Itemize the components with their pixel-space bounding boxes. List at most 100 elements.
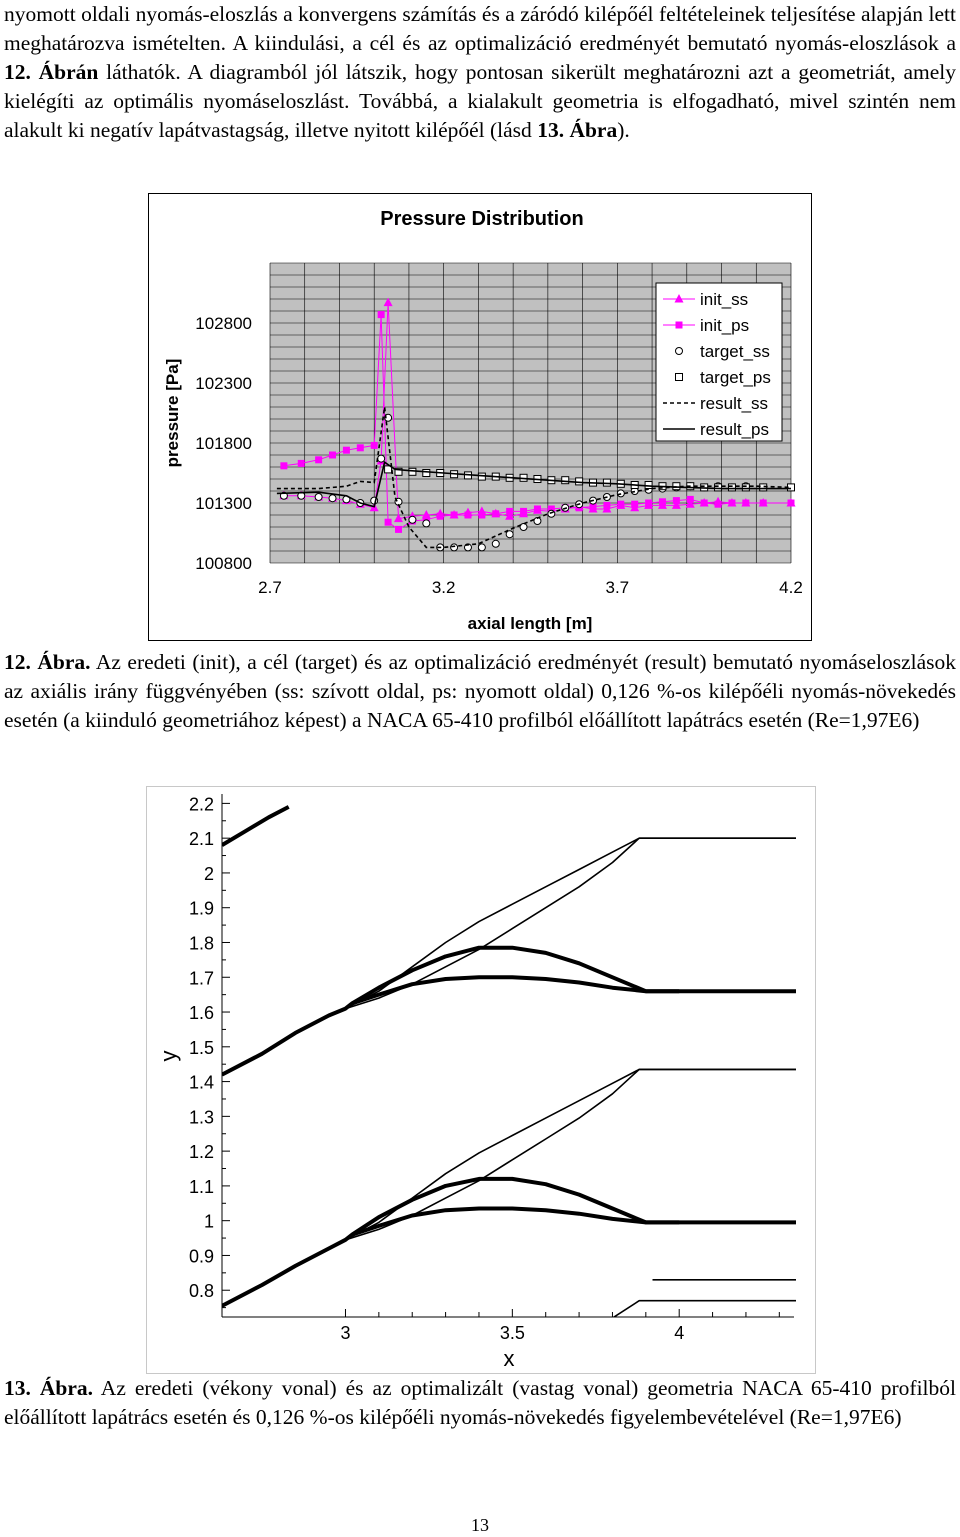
y-tick-label: 102300 (195, 374, 252, 393)
init_ps-point (377, 311, 385, 319)
chart-frame (146, 786, 816, 1374)
pressure-distribution-chart: Pressure Distribution 100800 101300 101800 1… (148, 193, 812, 641)
paragraph-text-c: ). (617, 118, 630, 142)
caption-12-text: Az eredeti (init), a cél (target) és az … (4, 650, 956, 732)
legend-marker-init_ss (674, 294, 684, 303)
target_ss-point (279, 491, 288, 500)
y-tick-label: 1.3 (189, 1107, 214, 1127)
target_ss-point (422, 519, 431, 528)
legend-label-init_ss: init_ss (700, 290, 748, 309)
legend-label-target_ss: target_ss (700, 342, 770, 361)
init_ps-point (547, 505, 555, 513)
init_ps-point (672, 497, 680, 505)
init_ps-point (658, 498, 666, 506)
y-tick-label: 101800 (195, 434, 252, 453)
blade-geometry-chart: 0.8 0.9 1 1.1 1.2 1.3 1.4 1.5 1.6 1.7 1.8 1.9 2 2.1 2.… (146, 786, 816, 1374)
target_ss-point (328, 494, 337, 503)
init_ps-point (384, 518, 392, 526)
init_ps-point (589, 503, 597, 511)
target_ps-point (394, 467, 403, 476)
original-geometry-line (345, 837, 796, 1010)
legend-marker-target_ss (675, 347, 683, 355)
y-tick-label: 0.9 (189, 1246, 214, 1266)
target_ss-point (314, 493, 323, 501)
target_ss-point (408, 515, 417, 524)
original-geometry-line (612, 1299, 796, 1317)
init_ps-point (395, 525, 403, 533)
legend: init_ss init_ps target_ss target_ps result_s… (655, 282, 783, 442)
paragraph-text-a: nyomott oldali nyomás-eloszlás a konverg… (4, 2, 956, 55)
y-tick-label: 1 (204, 1212, 214, 1232)
init_ps-point (700, 499, 708, 507)
x-tick-label: 4.2 (779, 578, 803, 597)
x-tick-label: 3 (340, 1323, 350, 1343)
target_ps-point (384, 465, 393, 474)
x-tick-label: 3.5 (500, 1323, 525, 1343)
result_ps-line (276, 460, 791, 508)
series-group (276, 297, 796, 552)
x-tick-label: 2.7 (258, 578, 282, 597)
legend-marker-target_ps (675, 373, 683, 381)
target_ps-point (759, 483, 768, 492)
legend-label-target_ps: target_ps (700, 368, 771, 387)
init_ss-point (394, 513, 404, 523)
paragraph-intro: nyomott oldali nyomás-eloszlás a konverg… (4, 0, 956, 145)
y-tick-label: 1.8 (189, 933, 214, 953)
y-tick-label: 2 (204, 864, 214, 884)
target_ps-point (727, 483, 736, 492)
axes (221, 794, 794, 1318)
init_ps-point (280, 462, 288, 470)
init_ss-point (383, 297, 393, 307)
x-tick-label: 3.2 (432, 578, 456, 597)
target_ss-point (377, 454, 386, 463)
legend-label-init_ps: init_ps (700, 316, 749, 335)
init_ps-point (533, 505, 541, 513)
optimized-geometry-line (351, 975, 680, 1006)
figure-ref-12: 12. Ábrán (4, 60, 99, 84)
optimized-geometry-line (222, 1176, 796, 1308)
figure-ref-13: 13. Ábra (537, 118, 618, 142)
legend-label-result_ps: result_ps (700, 420, 769, 439)
init_ps-point (370, 441, 378, 449)
init_ps-point (297, 459, 305, 467)
target_ps-point (561, 476, 570, 485)
optimized-geometry-line (351, 1206, 680, 1237)
legend-marker-init_ps (675, 321, 683, 329)
x-axis-label: x (504, 1346, 515, 1371)
init_ss-point (505, 511, 515, 520)
x-tick-label: 3.7 (606, 578, 630, 597)
init_ss-point (685, 499, 695, 508)
caption-13-text: Az eredeti (vékony vonal) és az optimali… (4, 1376, 956, 1429)
caption-figure-12: 12. Ábra. Az eredeti (init), a cél (targ… (4, 648, 956, 735)
init_ps-point (315, 456, 323, 464)
init_ps-point (450, 511, 458, 519)
target_ps-point (741, 483, 750, 492)
init_ps-point (714, 500, 722, 508)
init_ps-point (645, 499, 653, 507)
target_ss-point (450, 543, 459, 552)
gridlines (269, 262, 792, 564)
y-tick-label: 0.8 (189, 1281, 214, 1301)
y-axis-label: y (156, 1051, 181, 1062)
target_ss-point (505, 530, 514, 539)
y-tick-label: 1.9 (189, 899, 214, 919)
y-tick-label: 1.1 (189, 1177, 214, 1197)
init_ps-point (464, 511, 472, 519)
caption-figure-13: 13. Ábra. Az eredeti (vékony vonal) és a… (4, 1374, 956, 1432)
init_ps-point (617, 500, 625, 508)
target_ps-point (422, 469, 431, 477)
init_ps-point (603, 501, 611, 509)
y-tick-label: 1.4 (189, 1073, 214, 1093)
y-axis-label: pressure [Pa] (163, 359, 182, 468)
caption-12-label: 12. Ábra. (4, 650, 91, 674)
target_ss-point (491, 539, 500, 548)
y-tick-label: 1.7 (189, 968, 214, 988)
target_ss-point (547, 509, 556, 518)
init_ps-point (728, 499, 736, 507)
init_ps-point (787, 499, 795, 507)
init_ss-point (671, 500, 681, 509)
init_ps-point (356, 444, 364, 452)
legend-box (655, 282, 783, 442)
optimized-geometry-line (222, 945, 796, 1077)
caption-13-label: 13. Ábra. (4, 1376, 94, 1400)
